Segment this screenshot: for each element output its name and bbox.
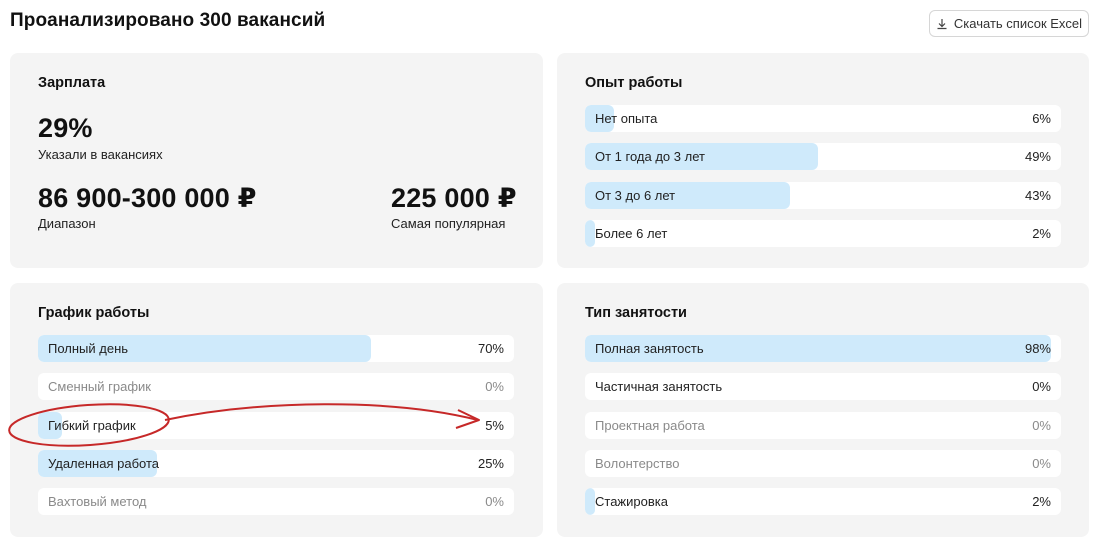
employment-row-value: 0%	[1032, 379, 1051, 394]
schedule-row-label: Удаленная работа	[48, 456, 160, 471]
schedule-row-label: Полный день	[48, 341, 129, 356]
employment-row-label: Волонтерство	[595, 456, 680, 471]
salary-title: Зарплата	[38, 75, 106, 91]
download-excel-button[interactable]: Скачать список Excel	[929, 10, 1089, 37]
salary-card: Зарплата 29% Указали в вакансиях 86 900-…	[10, 53, 543, 268]
download-icon	[937, 18, 947, 29]
experience-row: От 3 до 6 лет 43%	[585, 182, 1061, 209]
experience-row-label: Нет опыта	[595, 111, 658, 126]
schedule-row: Удаленная работа 25%	[38, 450, 514, 477]
schedule-row-value: 0%	[485, 379, 504, 394]
schedule-row-value: 5%	[485, 418, 504, 433]
experience-bar-fill	[585, 220, 595, 247]
experience-row-value: 6%	[1032, 111, 1051, 126]
employment-card: Тип занятости Полная занятость 98% Части…	[557, 283, 1089, 537]
experience-bar-fill	[585, 143, 818, 170]
experience-row-label: От 1 года до 3 лет	[595, 149, 705, 164]
schedule-title: График работы	[38, 305, 150, 321]
experience-bar-fill	[585, 182, 790, 209]
salary-popular-caption: Самая популярная	[391, 216, 506, 231]
experience-row: Более 6 лет 2%	[585, 220, 1061, 247]
schedule-row: Сменный график 0%	[38, 373, 514, 400]
salary-percent: 29%	[38, 113, 93, 143]
employment-bar-fill	[585, 488, 595, 515]
experience-title: Опыт работы	[585, 75, 683, 91]
schedule-row-label: Вахтовый метод	[48, 494, 147, 509]
schedule-row-label: Сменный график	[48, 379, 151, 394]
employment-row-value: 2%	[1032, 494, 1051, 509]
experience-row-label: Более 6 лет	[595, 226, 668, 241]
experience-row: От 1 года до 3 лет 49%	[585, 143, 1061, 170]
experience-row-value: 2%	[1032, 226, 1051, 241]
experience-row-label: От 3 до 6 лет	[595, 188, 676, 203]
employment-row-value: 0%	[1032, 418, 1051, 433]
salary-range: 86 900-300 000 ₽	[38, 183, 257, 213]
schedule-row: Полный день 70%	[38, 335, 514, 362]
employment-row: Стажировка 2%	[585, 488, 1061, 515]
experience-row-value: 49%	[1024, 149, 1051, 164]
schedule-bar-fill	[38, 335, 371, 362]
employment-row-label: Полная занятость	[595, 341, 704, 356]
salary-percent-caption: Указали в вакансиях	[38, 147, 163, 162]
salary-popular: 225 000 ₽	[391, 183, 517, 213]
employment-row-value: 0%	[1032, 456, 1051, 471]
employment-row: Частичная занятость 0%	[585, 373, 1061, 400]
download-excel-label: Скачать список Excel	[953, 16, 1083, 31]
schedule-row: Гибкий график 5%	[38, 412, 514, 439]
schedule-row-label: Гибкий график	[48, 418, 136, 433]
schedule-row-value: 0%	[485, 494, 504, 509]
employment-bar-fill	[585, 335, 1051, 362]
employment-row: Проектная работа 0%	[585, 412, 1061, 439]
employment-row-label: Частичная занятость	[595, 379, 723, 394]
employment-row: Полная занятость 98%	[585, 335, 1061, 362]
employment-row-value: 98%	[1024, 341, 1051, 356]
employment-row-label: Стажировка	[595, 494, 668, 509]
schedule-row-value: 70%	[477, 341, 504, 356]
experience-row: Нет опыта 6%	[585, 105, 1061, 132]
experience-row-value: 43%	[1024, 188, 1051, 203]
schedule-row-value: 25%	[477, 456, 504, 471]
schedule-card: График работы Полный день 70% Сменный гр…	[10, 283, 543, 537]
employment-row: Волонтерство 0%	[585, 450, 1061, 477]
employment-title: Тип занятости	[585, 305, 687, 321]
schedule-row: Вахтовый метод 0%	[38, 488, 514, 515]
schedule-bar-fill	[38, 450, 157, 477]
page-title: Проанализировано 300 вакансий	[10, 10, 326, 31]
employment-row-label: Проектная работа	[595, 418, 705, 433]
experience-bar-fill	[585, 105, 614, 132]
salary-range-caption: Диапазон	[38, 216, 96, 231]
experience-card: Опыт работы Нет опыта 6% От 1 года до 3 …	[557, 53, 1089, 268]
